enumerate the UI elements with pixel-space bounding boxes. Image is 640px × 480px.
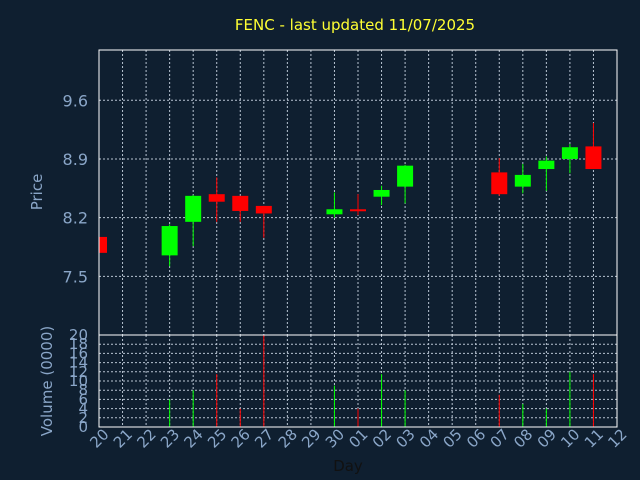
chart-title: FENC - last updated 11/07/2025 bbox=[235, 16, 475, 34]
candle-body bbox=[326, 209, 343, 215]
candle-body bbox=[397, 165, 414, 187]
volume-tick-label: 2 bbox=[78, 409, 88, 427]
volume-panel-frame bbox=[98, 334, 618, 428]
volume-tick-label: 4 bbox=[78, 400, 88, 418]
candle-body bbox=[538, 160, 555, 170]
volume-tick-label: 0 bbox=[78, 418, 88, 436]
price-axis-label: Price bbox=[28, 174, 46, 211]
candle-body bbox=[161, 226, 178, 256]
volume-tick-label: 18 bbox=[69, 335, 88, 353]
volume-tick-label: 14 bbox=[69, 354, 88, 372]
candle-body bbox=[491, 172, 508, 195]
candle-body bbox=[373, 189, 390, 197]
panel-frames bbox=[98, 49, 618, 428]
price-tick-label: 7.5 bbox=[63, 267, 88, 286]
candle-body bbox=[185, 195, 202, 222]
volume-tick-label: 20 bbox=[69, 326, 88, 344]
candle-body bbox=[350, 209, 366, 212]
price-tick-label: 9.6 bbox=[63, 91, 88, 110]
x-grid bbox=[122, 50, 594, 427]
price-tick-labels: 9.6 8.9 8.2 7.5 bbox=[63, 91, 88, 286]
price-tick-label: 8.9 bbox=[63, 150, 88, 169]
candle-body bbox=[514, 174, 531, 187]
x-axis-label: Day bbox=[333, 457, 363, 475]
volume-tick-label: 10 bbox=[69, 372, 88, 390]
candle-body bbox=[208, 194, 225, 202]
volume-bars bbox=[169, 335, 594, 427]
volume-tick-label: 6 bbox=[78, 390, 88, 408]
candle-body bbox=[255, 205, 272, 214]
candle-body bbox=[585, 146, 602, 170]
candle-body bbox=[99, 236, 107, 253]
candles bbox=[98, 122, 602, 267]
volume-axis-label: Volume (0000) bbox=[38, 326, 56, 436]
candle-body bbox=[232, 195, 249, 211]
volume-tick-label: 12 bbox=[69, 363, 88, 381]
candle-body bbox=[561, 147, 578, 159]
volume-tick-label: 8 bbox=[78, 381, 88, 399]
price-tick-label: 8.2 bbox=[63, 209, 88, 228]
x-tick-labels: 2021222324252627282930010203040506070809… bbox=[86, 425, 630, 451]
volume-tick-label: 16 bbox=[69, 344, 88, 362]
